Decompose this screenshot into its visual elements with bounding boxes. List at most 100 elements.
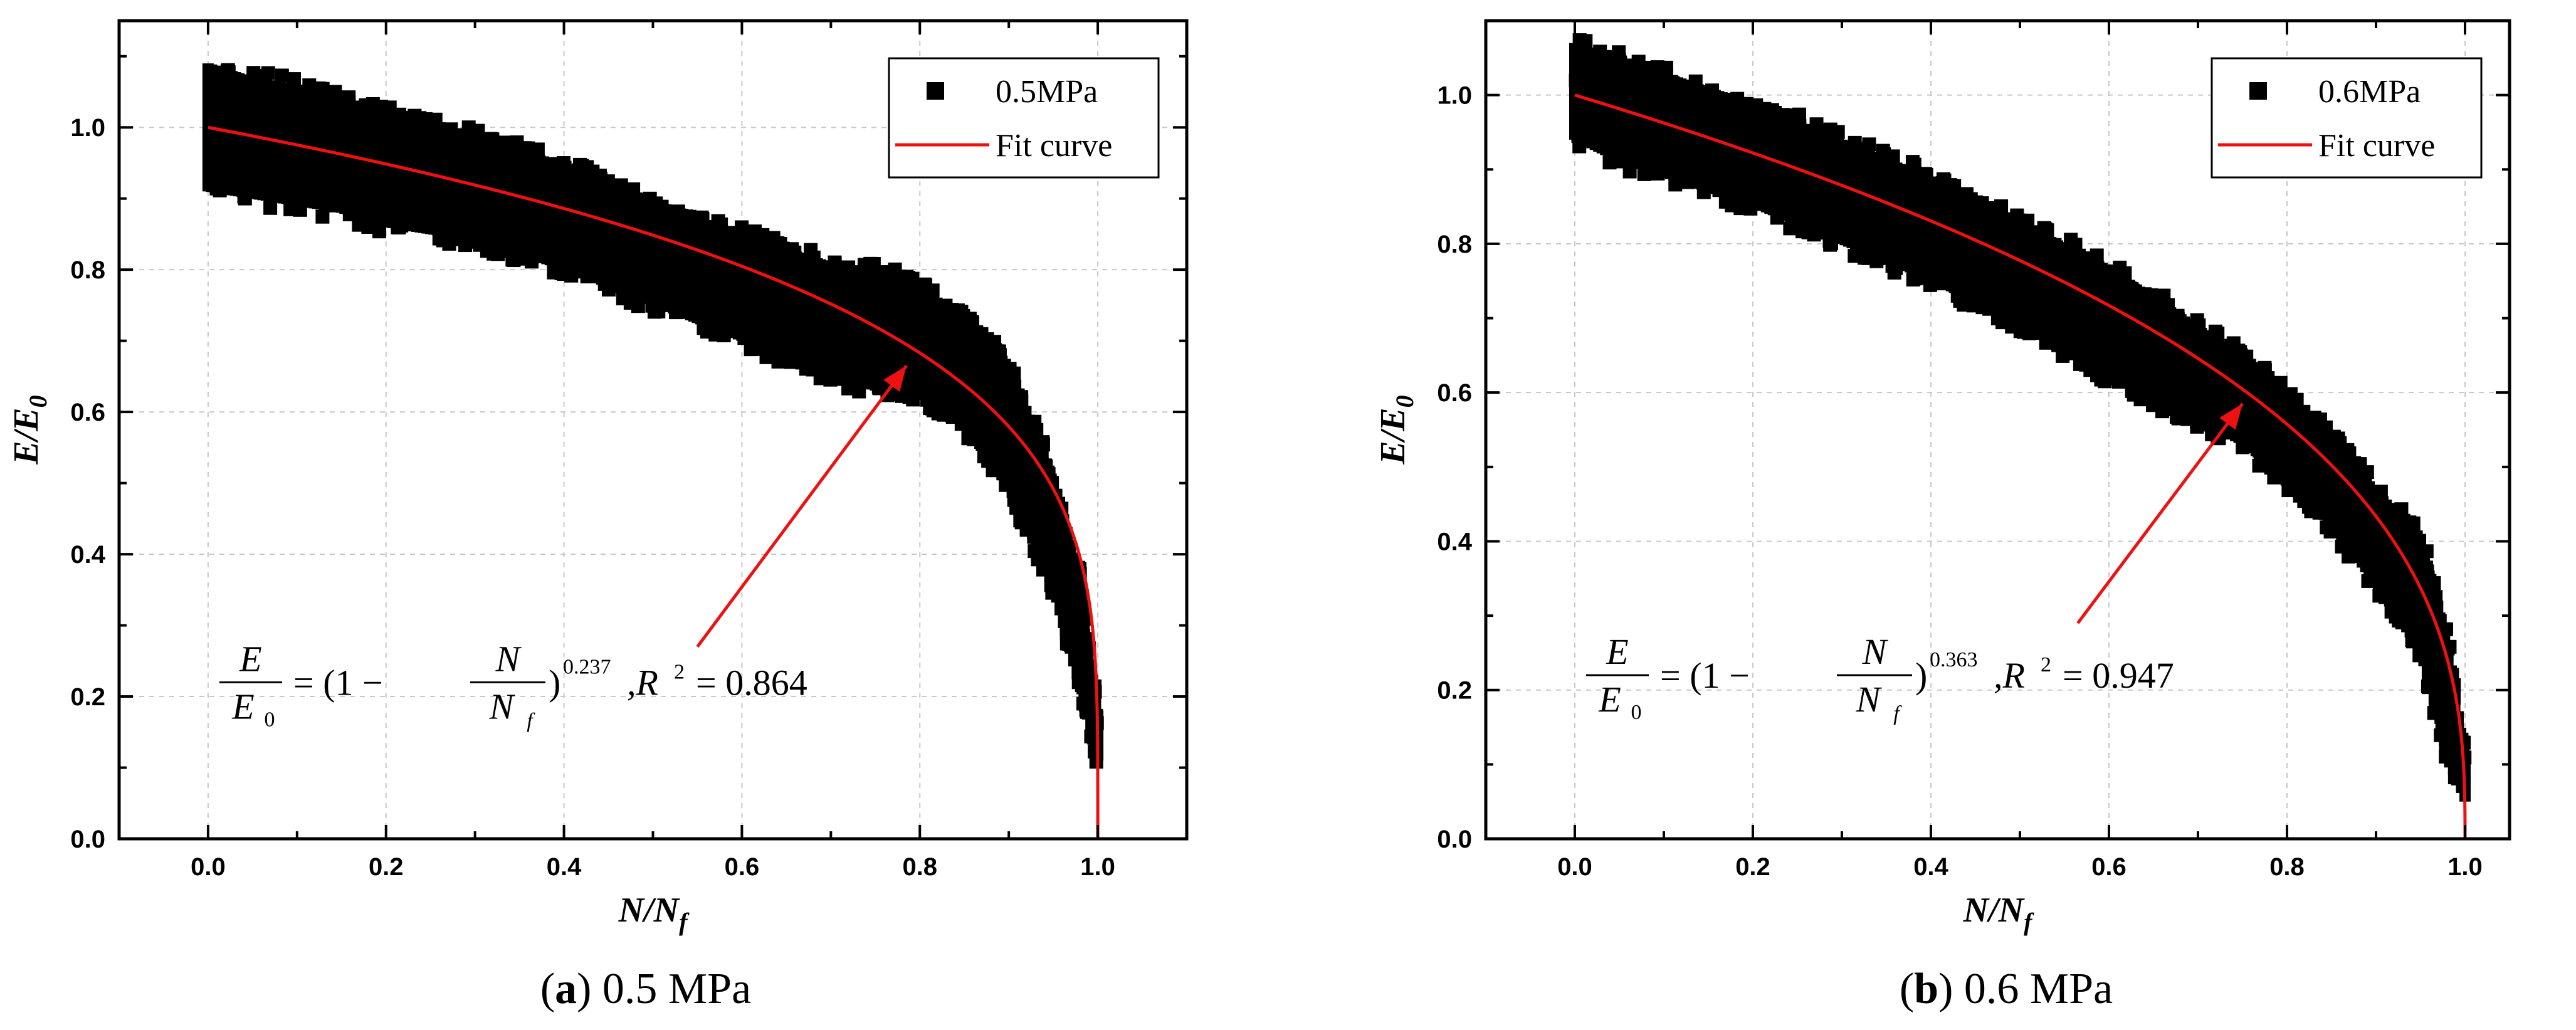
eq-frac-numerator: N	[495, 638, 522, 679]
fit-equation: EE 0= (1 −NN f) 0.237 ,R 2 = 0.864	[219, 638, 807, 732]
eq-lhs-denominator: E	[1598, 679, 1621, 720]
x-axis-title-main: N/N	[1963, 891, 2026, 930]
x-tick-label: 0.0	[1557, 853, 1592, 881]
y-axis-title: E/E0	[1374, 395, 1419, 465]
data-point	[1792, 107, 1806, 122]
annotation-arrow-shaft	[2076, 402, 2244, 624]
eq-middle: = (1 −	[293, 662, 383, 703]
data-point	[263, 201, 278, 215]
y-tick-label: 0.0	[1437, 826, 1472, 853]
caption-open: (	[1900, 965, 1914, 1013]
legend-label-series: 0.5MPa	[996, 74, 1098, 110]
legend-box	[2211, 57, 2483, 179]
eq-r2-prefix: ,R	[627, 662, 658, 703]
x-tick-label: 0.4	[1913, 853, 1948, 881]
annotation-arrow-shaft	[696, 364, 908, 648]
eq-frac-numerator: N	[1862, 631, 1889, 672]
y-tick-label: 0.2	[70, 683, 105, 711]
y-tick-label: 0.4	[70, 541, 105, 569]
panel-caption: (b) 0.6 MPa	[1900, 965, 2113, 1013]
eq-lhs-denominator: E	[231, 686, 254, 727]
y-tick-label: 0.4	[1437, 528, 1472, 555]
scatter-series-0.5MPa	[202, 63, 1104, 769]
y-axis-title-main: E/E	[7, 407, 46, 465]
legend: 0.6MPa Fit curve	[2211, 57, 2483, 179]
y-axis-title-main: E/E	[1374, 407, 1412, 465]
chart-panel-b: 0.0 0.2 0.4 0.6 0.8 1.00.00.20.40.60.81.0N/Nf…	[1374, 19, 2511, 1013]
annotation-arrow-head	[2219, 403, 2242, 430]
legend-label-fit: Fit curve	[2318, 128, 2435, 164]
chart-panel-a: 0.0 0.2 0.4 0.6 0.8 1.00.00.20.40.60.81.0N/Nf…	[7, 19, 1189, 1013]
eq-close-paren: )	[549, 662, 560, 703]
data-point	[735, 220, 749, 234]
x-tick-label: 0.4	[547, 853, 582, 881]
eq-r2-prefix: ,R	[1994, 655, 2025, 696]
data-point	[1862, 137, 1876, 152]
fit-curve-line	[1574, 93, 2467, 839]
eq-r2-superscript: 2	[674, 660, 685, 683]
data-point	[766, 231, 781, 245]
legend-marker-square	[2249, 82, 2267, 100]
plot-frame	[1484, 19, 2511, 841]
caption-open: (	[540, 965, 555, 1013]
panel-caption: (a) 0.5 MPa	[540, 965, 751, 1013]
legend-box	[888, 57, 1160, 179]
legend: 0.5MPa Fit curve	[888, 57, 1160, 179]
y-tick-label: 0.0	[70, 826, 105, 853]
caption-letter: a	[555, 965, 577, 1013]
fit-curve-line	[208, 125, 1100, 839]
x-tick-label: 0.6	[2091, 853, 2127, 881]
y-tick-label: 0.2	[1437, 677, 1472, 705]
eq-frac-denominator-sub: f	[1893, 702, 1902, 725]
eq-lhs-denominator-sub: 0	[265, 708, 275, 731]
legend-label-series: 0.6MPa	[2318, 74, 2421, 110]
x-tick-label: 0.2	[369, 853, 404, 881]
eq-lhs-denominator-sub: 0	[1631, 701, 1642, 724]
x-axis-title-sub: f	[679, 908, 690, 936]
x-axis-title: N/Nf	[1963, 891, 2034, 936]
eq-close-paren: )	[1915, 655, 1927, 696]
caption-text: ) 0.5 MPa	[577, 965, 751, 1013]
annotation-arrow-head	[883, 365, 907, 392]
axis-ticks	[118, 21, 1188, 840]
y-axis-title-sub: 0	[1391, 395, 1419, 407]
y-tick-label: 1.0	[1437, 82, 1472, 110]
eq-frac-denominator-sub: f	[527, 709, 535, 732]
y-axis-title: E/E0	[7, 395, 52, 465]
x-tick-label: 1.0	[1080, 853, 1115, 881]
data-point	[1622, 164, 1637, 179]
legend-label-fit: Fit curve	[996, 128, 1112, 164]
eq-frac-denominator: N	[1856, 679, 1883, 720]
eq-exponent: 0.363	[1930, 648, 1978, 671]
eq-frac-denominator: N	[489, 686, 516, 727]
x-tick-label: 0.8	[902, 853, 937, 881]
eq-r2-value: = 0.864	[696, 662, 807, 703]
y-tick-label: 0.8	[70, 256, 105, 284]
eq-lhs-numerator: E	[239, 638, 261, 679]
data-point	[1887, 265, 1901, 280]
axis-ticks	[1485, 19, 2510, 840]
x-tick-label: 1.0	[2447, 853, 2483, 881]
caption-letter: b	[1914, 965, 1938, 1013]
x-tick-label: 0.2	[1735, 853, 1770, 881]
data-point	[863, 256, 878, 271]
y-tick-label: 0.6	[70, 399, 105, 426]
x-axis-title-sub: f	[2024, 908, 2034, 936]
scatter-series-0.6MPa	[1569, 33, 2472, 802]
x-axis-title: N/Nf	[618, 891, 690, 936]
data-point	[275, 68, 289, 83]
y-tick-label: 0.6	[1437, 379, 1472, 407]
x-tick-label: 0.0	[191, 853, 226, 881]
y-axis-title-sub: 0	[24, 395, 52, 407]
y-tick-label: 1.0	[70, 114, 105, 142]
legend-marker-square	[927, 82, 944, 100]
caption-text: ) 0.6 MPa	[1938, 965, 2113, 1013]
x-axis-title-main: N/N	[618, 891, 681, 930]
y-tick-label: 0.8	[1437, 231, 1472, 258]
eq-exponent: 0.237	[563, 655, 611, 678]
eq-middle: = (1 −	[1660, 655, 1750, 696]
fit-equation: EE 0= (1 −NN f) 0.363 ,R 2 = 0.947	[1586, 631, 2174, 725]
eq-r2-superscript: 2	[2041, 653, 2051, 676]
x-tick-label: 0.8	[2269, 853, 2305, 881]
